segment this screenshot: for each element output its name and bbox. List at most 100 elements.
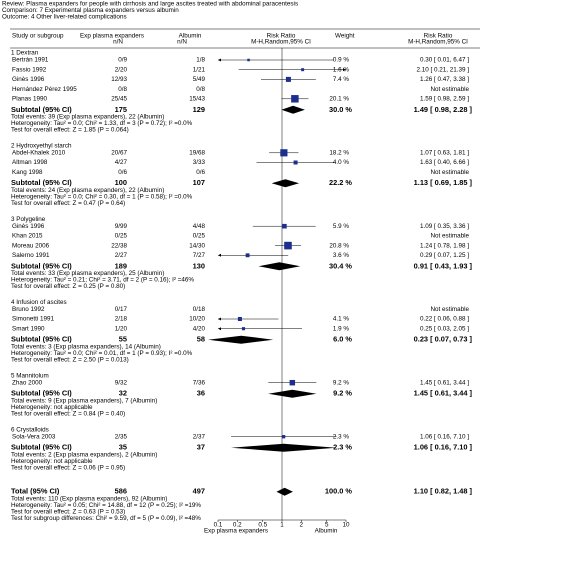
weight: 22.2 % [329,178,352,187]
risk-ratio-ci: 0.23 [ 0.07, 0.73 ] [414,335,473,344]
ctrl-events: 5/49 [193,76,206,83]
risk-ratio-ci: Not estimable [431,306,470,313]
group-title: 3 Polygeline [11,216,46,223]
weight: 20.1 % [329,95,349,102]
ctrl-events: 1/8 [196,57,205,64]
weight: 2.3 % [333,443,352,452]
note: Heterogeneity: Tau² = 0.0; Chi² = 0.01, … [11,350,193,357]
pooled-diamond [231,443,337,452]
risk-ratio-ci: 1.10 [ 0.82, 1.48 ] [414,487,473,496]
note: Total events: 110 (Exp plasma expanders)… [11,495,167,502]
effect-square [282,223,287,229]
risk-ratio-ci: 1.06 [ 0.16, 7.10 ] [414,443,473,452]
exp-events: 0/8 [118,86,127,93]
ctrl-events: 497 [193,487,205,496]
favours-right: Albumin [315,528,338,535]
effect-square [237,316,242,322]
ctrl-events: 4/20 [193,325,206,332]
column-header: Weight [335,33,355,40]
exp-events: 22/38 [111,242,127,249]
study-name: Zhao 2000 [12,379,43,386]
risk-ratio-ci: Not estimable [431,169,470,176]
note: Total events: 24 (Exp plasma expanders),… [11,187,164,194]
study-name: Sola-Vera 2003 [12,433,56,440]
exp-events: 35 [119,443,127,452]
study-name: Fassio 1992 [12,66,47,73]
exp-events: 2/18 [115,316,128,323]
note: Test for overall effect: Z = 1.85 (P = 0… [11,126,129,133]
weight: 5.9 % [333,223,350,230]
effect-square [293,160,298,165]
note: Total events: 3 (Exp plasma expanders), … [11,343,161,350]
study-name: Bertrán 1991 [12,57,49,64]
study-name: Khan 2015 [12,233,43,240]
effect-square [281,435,286,439]
pooled-diamond [268,389,317,398]
ci-arrow [218,327,221,331]
study-name: Bruno 1992 [12,306,45,313]
effect-square [245,253,250,258]
column-header: n/N [113,39,123,46]
effect-square [289,379,296,386]
note: Test for overall effect: Z = 0.25 (P = 0… [11,283,125,290]
risk-ratio-ci: 1.13 [ 0.69, 1.85 ] [414,178,473,187]
weight: 2.3 % [333,433,350,440]
column-header: Risk Ratio [424,33,453,40]
header-line: Review: Plasma expanders for people with… [2,1,298,8]
ctrl-events: 0/25 [193,233,206,240]
risk-ratio-ci: 1.49 [ 0.98, 2.28 ] [414,105,473,114]
study-name: Smart 1990 [12,325,45,332]
risk-ratio-ci: 1.24 [ 0.78, 1.98 ] [420,242,469,249]
note: Test for overall effect: Z = 2.50 (P = 0… [11,356,129,363]
column-header: Risk Ratio [267,33,296,40]
exp-events: 9/32 [115,379,128,386]
subtotal-label: Subtotal (95% CI) [11,335,72,344]
ci-arrow [218,317,221,321]
weight: 30.4 % [329,261,352,270]
weight: 20.8 % [329,242,349,249]
exp-events: 2/27 [115,252,128,259]
risk-ratio-ci: Not estimable [431,233,470,240]
ctrl-events: 14/30 [189,242,205,249]
subtotal-label: Subtotal (95% CI) [11,178,72,187]
risk-ratio-ci: 1.09 [ 0.35, 3.36 ] [420,223,469,230]
column-header: Study or subgroup [12,33,64,40]
exp-events: 0/6 [118,169,127,176]
risk-ratio-ci: Not estimable [431,86,470,93]
study-name: Salerno 1991 [12,252,50,259]
exp-events: 586 [115,487,127,496]
group-title: 4 Infusion of ascites [11,299,67,306]
ctrl-events: 0/6 [196,169,205,176]
pooled-diamond [276,487,293,496]
risk-ratio-ci: 0.25 [ 0.03, 2.05 ] [420,325,469,332]
ctrl-events: 36 [197,389,205,398]
column-header: Exp plasma expanders [80,33,144,40]
ctrl-events: 7/27 [193,252,206,259]
exp-events: 12/93 [111,76,127,83]
ci-arrow [218,253,221,257]
column-header: M-H,Random,95% CI [251,39,311,46]
pooled-diamond [281,105,305,114]
note: Heterogeneity: not applicable [11,458,93,465]
ctrl-events: 19/68 [189,149,205,156]
note: Test for subgroup differences: Chi² = 9.… [11,515,201,522]
x-tick-label: 0.1 [214,522,223,529]
ctrl-events: 2/37 [193,433,206,440]
weight: 30.0 % [329,105,352,114]
column-header: M-H,Random,95% CI [408,39,468,46]
exp-events: 1/20 [115,325,128,332]
column-header: n/N [177,39,187,46]
exp-events: 25/45 [111,95,127,102]
ctrl-events: 130 [193,261,205,270]
ctrl-events: 4/48 [193,223,206,230]
risk-ratio-ci: 0.29 [ 0.07, 1.25 ] [420,252,469,259]
exp-events: 4/27 [115,159,128,166]
note: Test for overall effect: Z = 0.84 (P = 0… [11,410,125,417]
x-tick-label: 10 [342,522,350,529]
pooled-diamond [271,179,300,188]
effect-square [280,149,288,157]
study-name: Hernández Pérez 1995 [12,86,77,93]
exp-events: 0/17 [115,306,128,313]
exp-events: 175 [115,105,127,114]
